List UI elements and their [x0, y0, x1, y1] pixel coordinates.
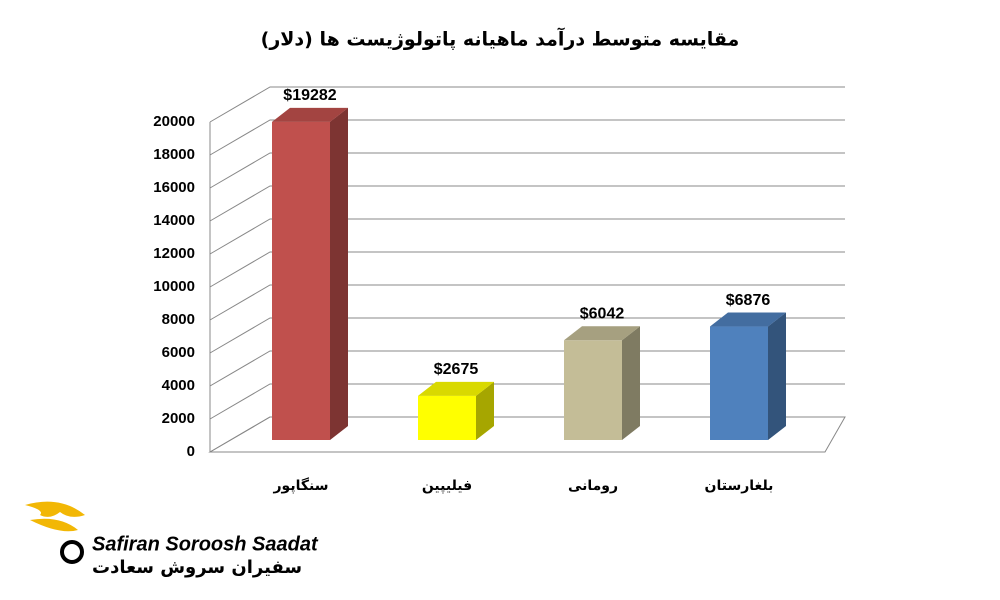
logo-mark [60, 540, 84, 564]
y-tick-label: 8000 [162, 311, 195, 328]
bar-top [564, 326, 640, 341]
grid-line [209, 251, 845, 288]
y-tick-label: 14000 [153, 212, 195, 229]
y-tick-label: 16000 [153, 179, 195, 196]
grid-line [209, 218, 845, 255]
bar-side-shade [330, 107, 348, 441]
bar-side-shade [768, 312, 786, 440]
logo-name-fa: سفیران سروش سعادت [92, 557, 302, 578]
x-tick-label: رومانی [568, 478, 618, 494]
bar-side-shade [622, 326, 640, 440]
value-label: $6042 [580, 306, 625, 323]
grid-line [209, 86, 845, 123]
bar [710, 326, 768, 440]
x-tick-label: فیلیپین [422, 478, 472, 494]
logo-wing [25, 501, 85, 517]
y-tick-label: 10000 [153, 278, 195, 295]
logo-name-en: Safiran Soroosh Saadat [92, 533, 319, 555]
bar-top-shade [710, 312, 786, 327]
grid-line [209, 185, 845, 222]
bar [564, 340, 622, 440]
chart-title: مقایسه متوسط درآمد ماهیانه پاتولوژیست ها… [261, 27, 740, 51]
grid-line [209, 383, 845, 420]
bar-top [272, 107, 348, 122]
y-tick-label: 4000 [162, 377, 195, 394]
bar-side [622, 326, 640, 440]
grid-line [209, 284, 845, 321]
grid-line [209, 416, 845, 453]
grid-line [209, 152, 845, 189]
grid-line [209, 119, 845, 156]
logo: Safiran Soroosh Saadat سفیران سروش سعادت [25, 501, 319, 578]
bar-side [768, 312, 786, 440]
bar-side [330, 107, 348, 441]
bar-top [418, 381, 494, 396]
bar-top-shade [564, 326, 640, 341]
bar [418, 395, 476, 440]
x-tick-label: سنگاپور [273, 477, 329, 494]
y-tick-label: 18000 [153, 146, 195, 163]
y-tick-label: 2000 [162, 410, 195, 427]
y-tick-label: 20000 [153, 113, 195, 130]
value-label: $6876 [726, 292, 771, 309]
bar-top [710, 312, 786, 327]
bar-top-shade [418, 381, 494, 396]
bar [272, 121, 330, 441]
y-tick-label: 0 [187, 443, 195, 460]
grid-line [209, 350, 845, 387]
y-tick-label: 6000 [162, 344, 195, 361]
value-label: $19282 [283, 87, 336, 104]
bar-side [476, 381, 494, 440]
grid-line [209, 317, 845, 354]
bar-side-shade [476, 381, 494, 440]
value-label: $2675 [434, 361, 479, 378]
bar-top-shade [272, 107, 348, 122]
y-tick-label: 12000 [153, 245, 195, 262]
x-tick-label: بلغارستان [705, 478, 774, 494]
logo-wing [30, 518, 78, 532]
